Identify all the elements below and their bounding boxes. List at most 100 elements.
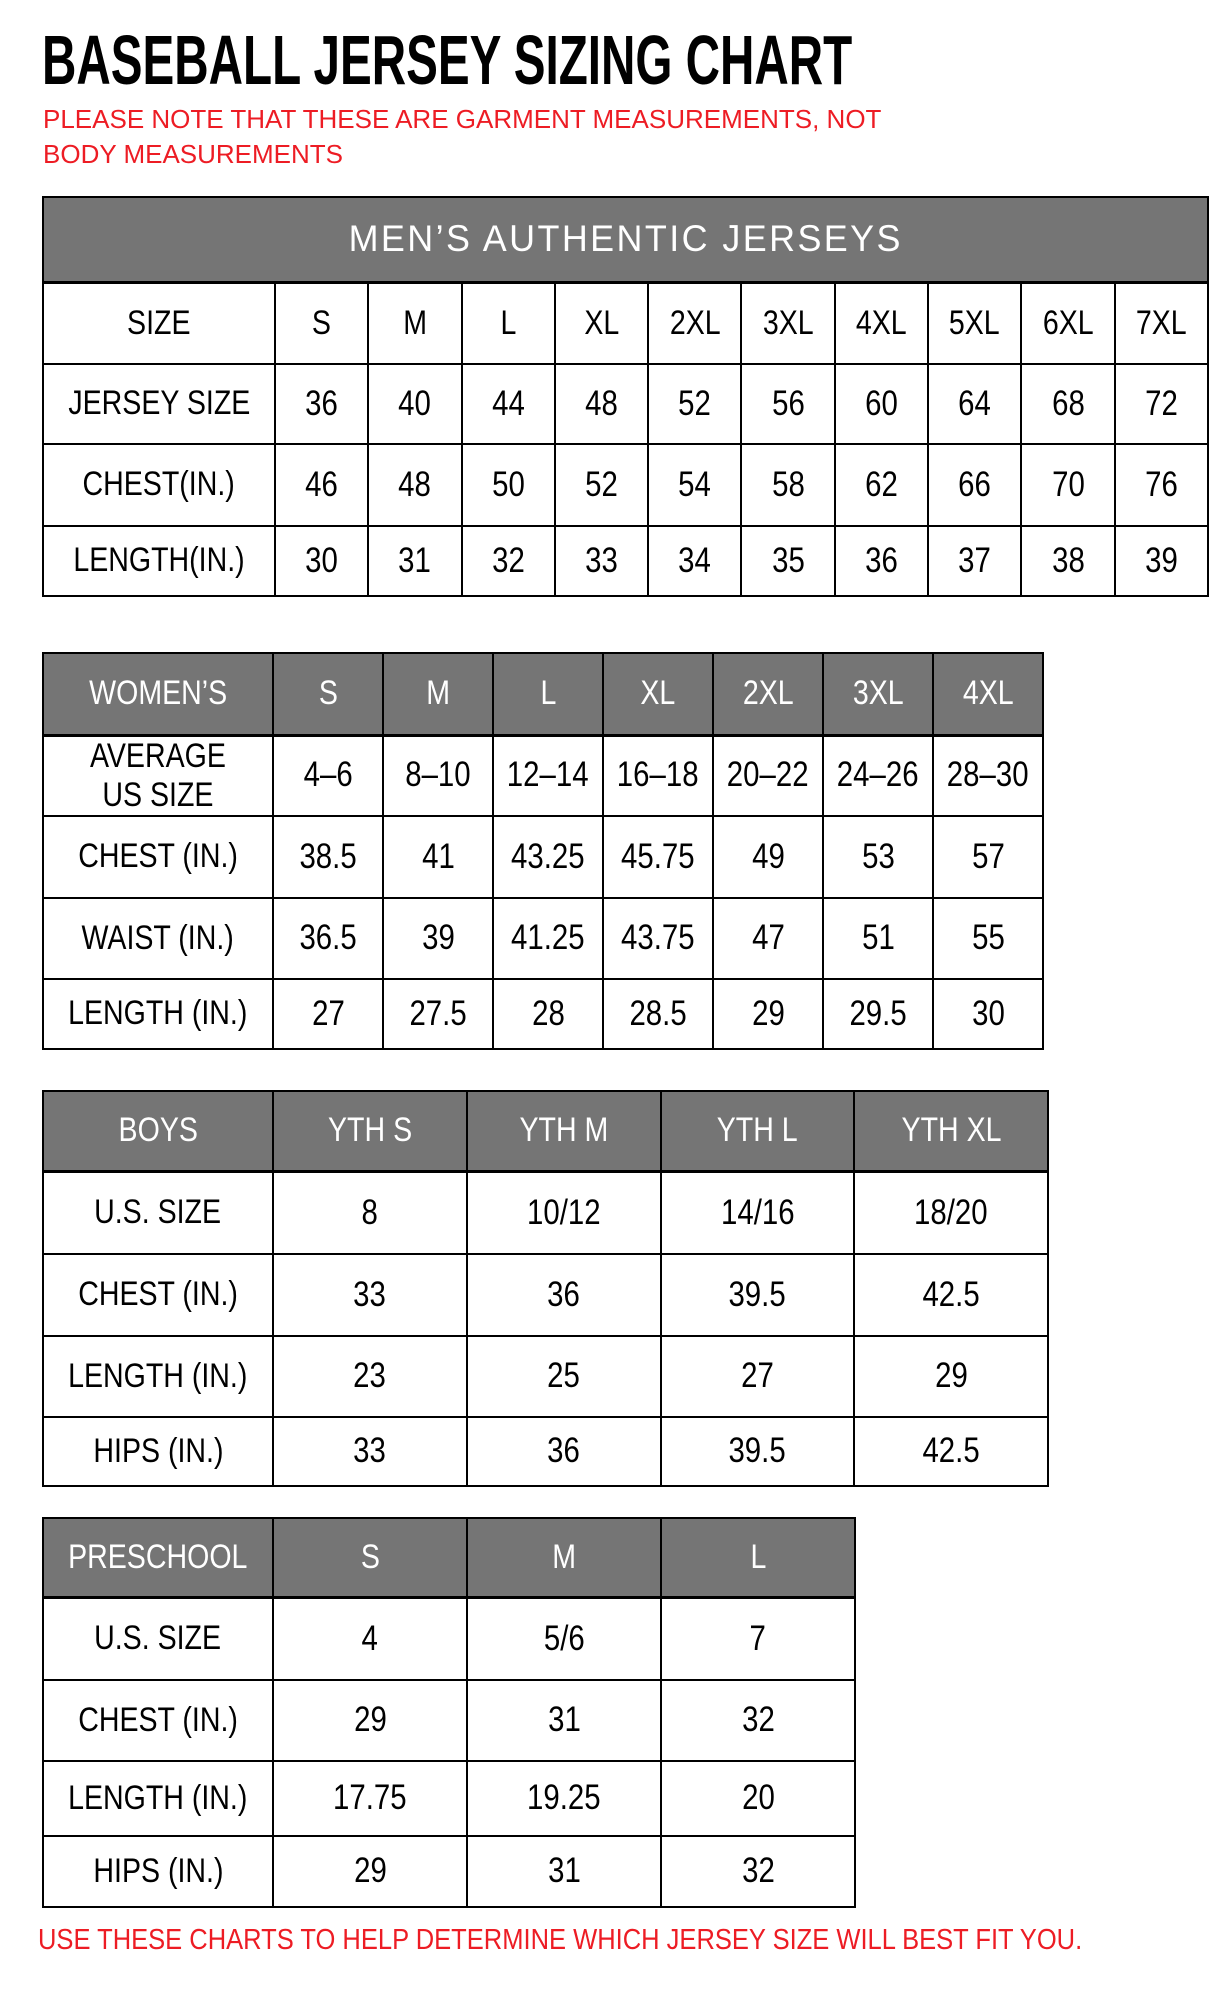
value-cell: 18/20 [853, 1170, 1049, 1255]
page-title-text: BASEBALL JERSEY SIZING CHART [42, 21, 853, 99]
column-header: 4XL [932, 652, 1044, 737]
value-cell: 72 [1113, 363, 1210, 445]
value-cell: 31 [466, 1834, 662, 1908]
value-cell: 38 [1020, 525, 1116, 597]
value-cell: 5/6 [466, 1596, 662, 1681]
value-cell: 41 [382, 814, 494, 899]
column-header: YTH M [465, 1089, 662, 1174]
value-cell: 7 [660, 1596, 856, 1681]
value-cell: 33 [272, 1252, 468, 1337]
value-cell: 66 [927, 443, 1023, 527]
value-cell: 40 [367, 363, 463, 445]
value-cell: 44 [460, 363, 556, 445]
value-cell: 31 [367, 525, 463, 597]
column-header: YTH XL [853, 1089, 1049, 1174]
row-label: CHEST (IN.) [42, 1252, 274, 1337]
column-header: S [272, 652, 384, 737]
value-cell: 38.5 [272, 814, 384, 899]
row-label: LENGTH (IN.) [42, 1334, 274, 1418]
column-header: L [492, 652, 604, 737]
value-cell: 17.75 [272, 1759, 468, 1837]
column-header: S [273, 281, 370, 365]
mens-table-banner: MEN’S AUTHENTIC JERSEYS [42, 196, 1209, 284]
value-cell: 58 [740, 443, 836, 527]
table-row: CHEST(IN.) 46 48 50 52 54 58 62 66 70 76 [42, 443, 1210, 527]
value-cell: 64 [927, 363, 1023, 445]
value-cell: 36 [273, 363, 370, 445]
value-cell: 4 [272, 1596, 468, 1681]
value-cell: 27 [272, 977, 384, 1050]
value-cell: 76 [1113, 443, 1210, 527]
preschool-sizing-table: PRESCHOOL S M L U.S. SIZE 4 5/6 7 CHEST … [42, 1516, 856, 1908]
value-cell: 27.5 [382, 977, 494, 1050]
value-cell: 36 [465, 1415, 662, 1487]
value-cell: 33 [553, 525, 650, 597]
row-label: U.S. SIZE [42, 1596, 274, 1681]
value-cell: 30 [273, 525, 370, 597]
value-cell: 56 [740, 363, 836, 445]
value-cell: 39.5 [659, 1415, 856, 1487]
value-cell: 16–18 [602, 734, 714, 817]
value-cell: 53 [822, 814, 934, 899]
table-row: LENGTH (IN.) 27 27.5 28 28.5 29 29.5 30 [42, 977, 1044, 1050]
fit-advice-footer: USE THESE CHARTS TO HELP DETERMINE WHICH… [38, 1924, 1220, 1957]
value-cell: 23 [272, 1334, 468, 1418]
value-cell: 10/12 [465, 1170, 662, 1255]
value-cell: 39.5 [659, 1252, 856, 1337]
value-cell: 62 [833, 443, 930, 527]
value-cell: 39 [382, 896, 494, 980]
table-row: CHEST (IN.) 29 31 32 [42, 1678, 856, 1762]
value-cell: 41.25 [492, 896, 604, 980]
table-row: HIPS (IN.) 29 31 32 [42, 1834, 856, 1908]
value-cell: 4–6 [272, 734, 384, 817]
row-label: AVERAGE US SIZE [42, 734, 274, 817]
column-header: 2XL [647, 281, 743, 365]
value-cell: 32 [660, 1834, 856, 1908]
value-cell: 50 [460, 443, 556, 527]
row-label: U.S. SIZE [42, 1170, 274, 1255]
column-header: S [272, 1516, 468, 1600]
column-header: YTH L [659, 1089, 856, 1174]
value-cell: 31 [466, 1678, 662, 1762]
value-cell: 29.5 [822, 977, 934, 1050]
value-cell: 68 [1020, 363, 1116, 445]
column-header: 6XL [1020, 281, 1116, 365]
row-label: CHEST (IN.) [42, 1678, 274, 1762]
womens-table-header: WOMEN’S [42, 652, 274, 737]
table-row: JERSEY SIZE 36 40 44 48 52 56 60 64 68 7… [42, 363, 1210, 445]
womens-sizing-table: WOMEN’S S M L XL 2XL 3XL 4XL AVERAGE US … [42, 652, 1044, 1050]
value-cell: 70 [1020, 443, 1116, 527]
value-cell: 32 [460, 525, 556, 597]
row-label: WAIST (IN.) [42, 896, 274, 980]
value-cell: 55 [932, 896, 1044, 980]
value-cell: 36 [833, 525, 930, 597]
table-row: CHEST (IN.) 33 36 39.5 42.5 [42, 1252, 1049, 1337]
mens-banner-text: MEN’S AUTHENTIC JERSEYS [348, 218, 903, 260]
row-label: CHEST(IN.) [42, 443, 276, 527]
column-header: L [460, 281, 556, 365]
table-row: PRESCHOOL S M L [42, 1516, 856, 1600]
value-cell: 36.5 [272, 896, 384, 980]
value-cell: 27 [659, 1334, 856, 1418]
value-cell: 29 [272, 1834, 468, 1908]
value-cell: 51 [822, 896, 934, 980]
value-cell: 35 [740, 525, 836, 597]
value-cell: 29 [272, 1678, 468, 1762]
value-cell: 39 [1113, 525, 1210, 597]
value-cell: 28 [492, 977, 604, 1050]
row-label: JERSEY SIZE [42, 363, 276, 445]
table-row: WOMEN’S S M L XL 2XL 3XL 4XL [42, 652, 1044, 737]
boys-table-header: BOYS [42, 1089, 274, 1174]
table-row: BOYS YTH S YTH M YTH L YTH XL [42, 1089, 1049, 1174]
value-cell: 36 [465, 1252, 662, 1337]
table-row: LENGTH(IN.) 30 31 32 33 34 35 36 37 38 3… [42, 525, 1210, 597]
value-cell: 20 [660, 1759, 856, 1837]
value-cell: 24–26 [822, 734, 934, 817]
table-row: SIZE S M L XL 2XL 3XL 4XL 5XL 6XL 7XL [42, 281, 1210, 365]
value-cell: 28.5 [602, 977, 714, 1050]
value-cell: 48 [553, 363, 650, 445]
value-cell: 60 [833, 363, 930, 445]
row-label: LENGTH (IN.) [42, 977, 274, 1050]
value-cell: 12–14 [492, 734, 604, 817]
column-header: M [367, 281, 463, 365]
